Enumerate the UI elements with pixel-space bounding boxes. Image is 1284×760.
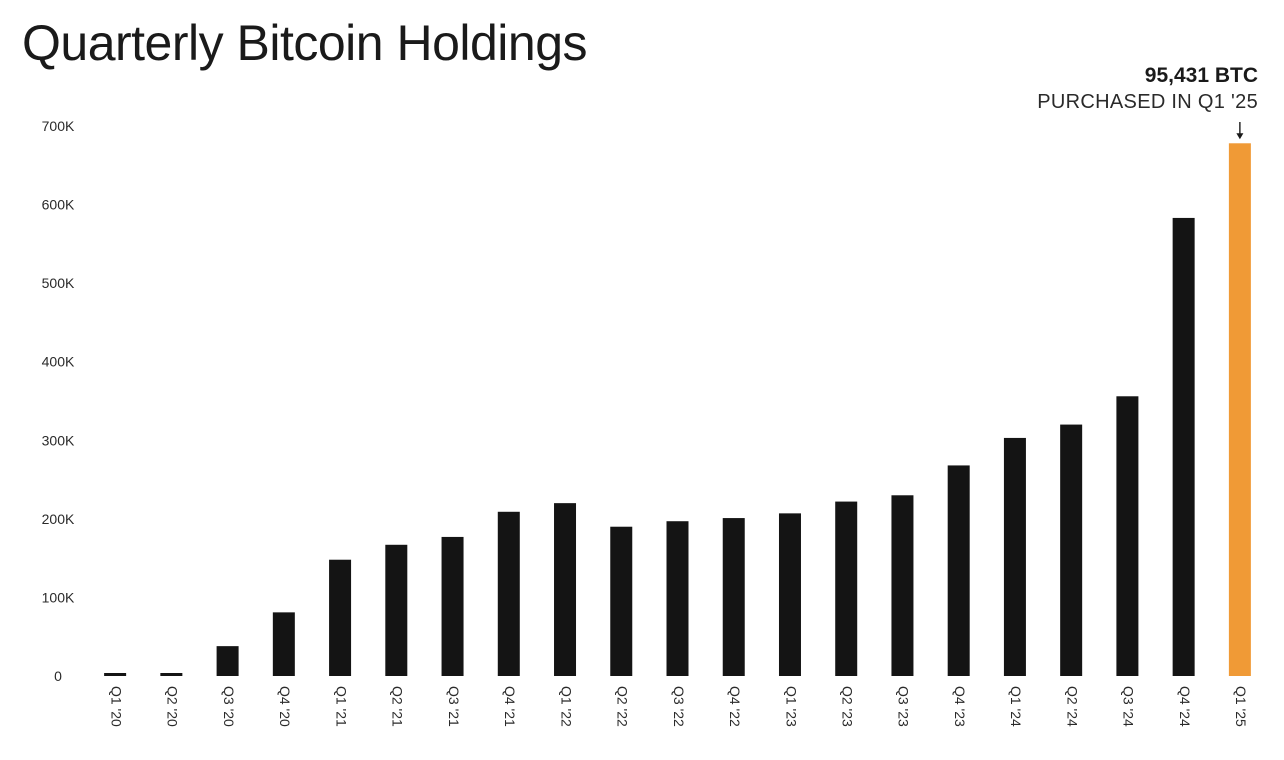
y-tick-label: 200K — [42, 511, 75, 527]
x-tick-label: Q1 '23 — [783, 686, 799, 727]
bars — [104, 143, 1251, 677]
x-tick-label: Q1 '25 — [1233, 686, 1249, 727]
y-tick-label: 400K — [42, 354, 75, 370]
annotation-label: PURCHASED IN Q1 '25 — [1037, 91, 1258, 113]
x-tick-label: Q4 '23 — [952, 686, 968, 727]
bar-q3-20 — [216, 646, 239, 676]
bar-q1-21 — [329, 559, 352, 676]
bar-q1-25 — [1228, 143, 1251, 677]
y-tick-label: 700K — [42, 118, 75, 134]
y-tick-label: 100K — [42, 589, 75, 605]
bar-q2-22 — [610, 526, 633, 676]
x-tick-label: Q1 '21 — [333, 686, 349, 727]
bar-q4-20 — [272, 612, 295, 676]
y-tick-label: 600K — [42, 197, 75, 213]
bar-q3-23 — [891, 495, 914, 676]
bar-q3-21 — [441, 536, 464, 676]
x-tick-label: Q3 '24 — [1121, 686, 1137, 727]
x-tick-label: Q3 '21 — [446, 686, 462, 727]
x-tick-label: Q2 '22 — [615, 686, 631, 727]
x-tick-label: Q1 '22 — [558, 686, 574, 727]
x-tick-label: Q2 '24 — [1064, 686, 1080, 727]
bar-q2-20 — [160, 673, 183, 676]
y-tick-label: 300K — [42, 432, 75, 448]
x-tick-label: Q2 '21 — [390, 686, 406, 727]
y-tick-label: 500K — [42, 275, 75, 291]
bar-q2-23 — [835, 501, 858, 676]
annotation-arrow — [1236, 122, 1244, 140]
bar-q3-22 — [666, 521, 689, 676]
bar-q2-24 — [1060, 424, 1083, 676]
purchase-annotation: 95,431 BTC PURCHASED IN Q1 '25 — [1037, 62, 1258, 116]
bar-q1-24 — [1003, 437, 1026, 676]
x-tick-label: Q1 '20 — [108, 686, 124, 727]
bar-q1-22 — [554, 503, 577, 676]
bar-q3-24 — [1116, 396, 1139, 676]
x-tick-label: Q3 '20 — [221, 686, 237, 727]
x-tick-label: Q4 '20 — [277, 686, 293, 727]
bar-q4-21 — [497, 511, 520, 676]
x-tick-label: Q2 '23 — [840, 686, 856, 727]
annotation-amount: 95,431 BTC — [1144, 64, 1258, 87]
x-axis: Q1 '20 Q2 '20 Q3 '20 Q4 '20 Q1 '21 Q2 '21 Q3 '… — [108, 686, 1249, 727]
bar-q4-24 — [1172, 217, 1195, 676]
x-tick-label: Q4 '21 — [502, 686, 518, 727]
bar-q1-20 — [104, 673, 127, 676]
bar-q4-23 — [947, 465, 970, 676]
arrow-head — [1236, 133, 1244, 140]
x-tick-label: Q4 '24 — [1177, 686, 1193, 727]
x-tick-label: Q2 '20 — [165, 686, 181, 727]
y-axis: 0 100K 200K 300K 400K 500K 600K 700K — [42, 118, 75, 684]
bar-q1-23 — [778, 513, 801, 676]
y-tick-label: 0 — [54, 668, 62, 684]
bar-q2-21 — [385, 544, 408, 676]
x-tick-label: Q1 '24 — [1008, 686, 1024, 727]
x-tick-label: Q3 '23 — [896, 686, 912, 727]
x-tick-label: Q4 '22 — [727, 686, 743, 727]
x-tick-label: Q3 '22 — [671, 686, 687, 727]
chart-title: Quarterly Bitcoin Holdings — [22, 15, 588, 71]
bar-q4-22 — [722, 518, 745, 676]
